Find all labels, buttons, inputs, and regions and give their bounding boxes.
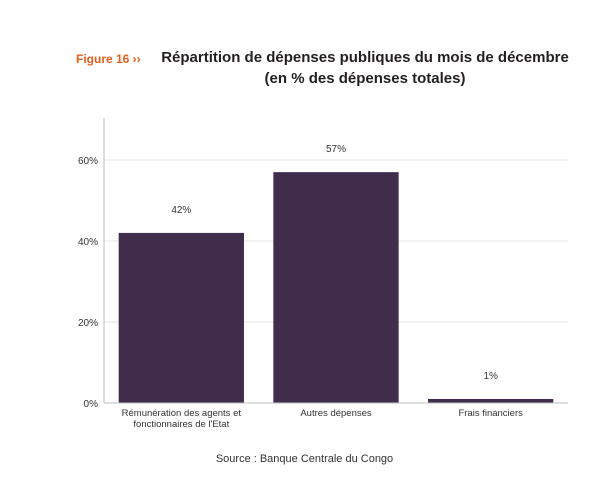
x-tick-label: Frais financiers: [458, 408, 523, 419]
chart-title-line-2: (en % des dépenses totales): [264, 70, 466, 87]
data-labels: 42% 57% 1%: [171, 144, 498, 382]
source-note: Source : Banque Centrale du Congo: [215, 453, 394, 465]
y-tick-label: 40%: [78, 237, 98, 248]
bar: [118, 232, 244, 403]
x-tick-label: fonctionnaires de l'Etat: [133, 419, 229, 430]
y-tick-label: 20%: [78, 318, 98, 329]
x-tick-label: Rémunération des agents et: [122, 408, 242, 419]
bar: [273, 172, 399, 403]
chart-title: Répartition de dépenses publiques du moi…: [150, 47, 580, 89]
x-axis: Rémunération des agents etfonctionnaires…: [104, 402, 568, 430]
chart-title-line-1: Répartition de dépenses publiques du moi…: [161, 49, 569, 66]
y-axis: 0% 20% 40% 60%: [78, 118, 105, 410]
bar: [428, 398, 554, 403]
x-tick-label: Autres dépenses: [300, 408, 372, 419]
bars: [118, 172, 554, 403]
data-label: 57%: [326, 144, 346, 155]
y-tick-label: 0%: [84, 399, 99, 410]
data-label: 1%: [483, 371, 498, 382]
y-tick-label: 60%: [78, 156, 98, 167]
figure-label: Figure 16 ››: [76, 52, 141, 66]
data-label: 42%: [171, 205, 191, 216]
